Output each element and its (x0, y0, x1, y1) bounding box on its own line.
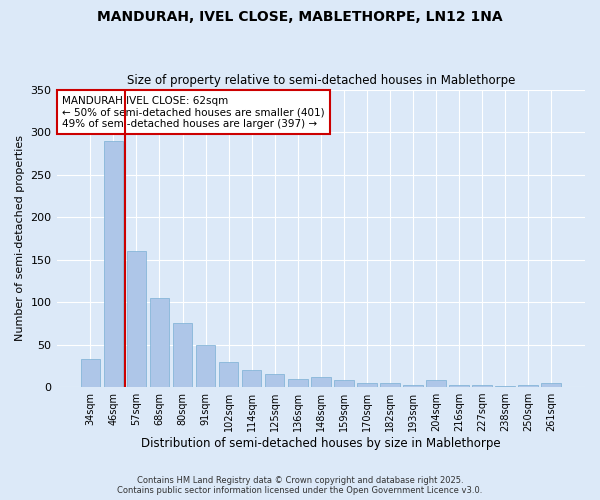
Title: Size of property relative to semi-detached houses in Mablethorpe: Size of property relative to semi-detach… (127, 74, 515, 87)
Bar (357, 383, 377, 387)
Bar (403, 384, 423, 387)
Bar (149, 298, 169, 387)
Y-axis label: Number of semi-detached properties: Number of semi-detached properties (15, 136, 25, 342)
Bar (196, 344, 215, 387)
Bar (265, 374, 284, 387)
Text: Contains HM Land Registry data © Crown copyright and database right 2025.
Contai: Contains HM Land Registry data © Crown c… (118, 476, 482, 495)
X-axis label: Distribution of semi-detached houses by size in Mablethorpe: Distribution of semi-detached houses by … (141, 437, 500, 450)
Bar (127, 251, 146, 387)
Bar (380, 383, 400, 387)
Bar (219, 362, 238, 387)
Bar (288, 378, 308, 387)
Text: MANDURAH, IVEL CLOSE, MABLETHORPE, LN12 1NA: MANDURAH, IVEL CLOSE, MABLETHORPE, LN12 … (97, 10, 503, 24)
Bar (173, 324, 193, 387)
Bar (518, 386, 538, 387)
Bar (311, 377, 331, 387)
Bar (496, 386, 515, 387)
Text: MANDURAH IVEL CLOSE: 62sqm
← 50% of semi-detached houses are smaller (401)
49% o: MANDURAH IVEL CLOSE: 62sqm ← 50% of semi… (62, 96, 325, 128)
Bar (334, 380, 353, 387)
Bar (541, 383, 561, 387)
Bar (104, 140, 123, 387)
Bar (80, 359, 100, 387)
Bar (426, 380, 446, 387)
Bar (242, 370, 262, 387)
Bar (472, 386, 492, 387)
Bar (449, 386, 469, 387)
